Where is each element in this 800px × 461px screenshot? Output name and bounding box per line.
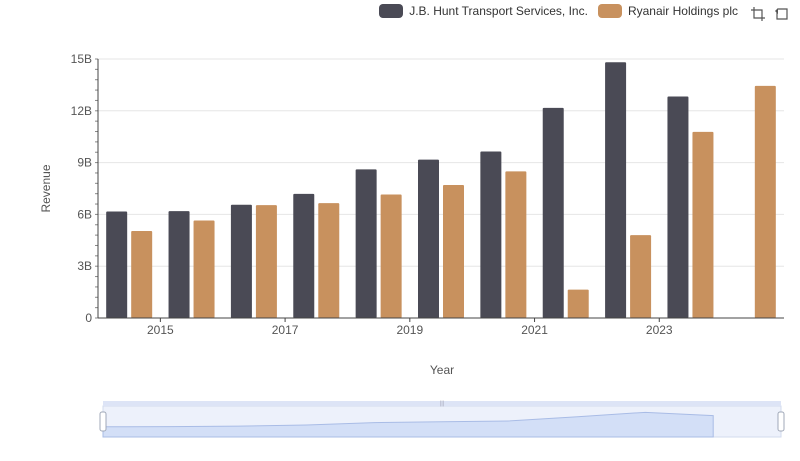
- legend-item-jb-hunt[interactable]: J.B. Hunt Transport Services, Inc.: [379, 4, 588, 18]
- zoom-top-bar: [103, 401, 781, 406]
- y-tick-label-0: 0: [85, 311, 92, 325]
- x-tick-label-2015: 2015: [147, 323, 174, 337]
- legend-label-jb-hunt: J.B. Hunt Transport Services, Inc.: [409, 4, 588, 18]
- x-tick-label-2019: 2019: [396, 323, 423, 337]
- bar-jb-hunt-2022: [605, 62, 627, 318]
- bar-ryanair-2014: [131, 230, 153, 318]
- bar-jb-hunt-2015: [168, 211, 190, 318]
- bar-jb-hunt-2018: [355, 169, 377, 318]
- bar-ryanair-2024: [754, 85, 776, 318]
- bar-jb-hunt-2016: [230, 204, 252, 318]
- x-tick-label-2017: 2017: [272, 323, 299, 337]
- zoom-grip: |||: [440, 401, 445, 407]
- zoom-handle-left: [99, 411, 107, 432]
- legend-label-ryanair: Ryanair Holdings plc: [627, 4, 738, 18]
- bar-jb-hunt-2023: [667, 96, 689, 319]
- y-tick-label-4: 12B: [71, 104, 92, 118]
- y-tick-label-3: 9B: [77, 156, 92, 170]
- x-axis-title: Year: [430, 363, 454, 377]
- zoom-preview-area: [102, 411, 714, 438]
- toolbox: [750, 6, 790, 22]
- bar-ryanair-2018: [380, 194, 402, 318]
- bar-jb-hunt-2014: [106, 211, 128, 318]
- y-axis-title: Revenue: [39, 164, 53, 212]
- bar-ryanair-2016: [255, 205, 277, 318]
- data-zoom-slider[interactable]: |||: [99, 401, 785, 438]
- bar-ryanair-2015: [193, 220, 215, 318]
- axes: [95, 58, 784, 322]
- restore-icon[interactable]: [774, 6, 790, 22]
- x-tick-label-2021: 2021: [521, 323, 548, 337]
- legend-item-ryanair[interactable]: Ryanair Holdings plc: [597, 4, 738, 18]
- bar-ryanair-2023: [692, 131, 714, 318]
- zoom-icon[interactable]: [750, 6, 766, 22]
- bar-jb-hunt-2021: [542, 107, 564, 318]
- legend-swatch-jb-hunt: [379, 4, 404, 18]
- bar-jb-hunt-2019: [418, 159, 439, 318]
- bar-ryanair-2017: [318, 203, 340, 318]
- y-tick-label-1: 3B: [77, 259, 92, 273]
- bar-ryanair-2019: [443, 185, 464, 318]
- legend-swatch-ryanair: [597, 4, 622, 18]
- bars: [106, 62, 776, 319]
- x-tick-label-2023: 2023: [646, 323, 673, 337]
- zoom-handle-right: [777, 411, 785, 432]
- legend: J.B. Hunt Transport Services, Inc. Ryana…: [379, 4, 738, 18]
- axis-labels: 0 3B 6B 9B 12B 15B 2015 2017 2019 2021 2023 Year Rev…: [39, 52, 673, 377]
- y-tick-label-2: 6B: [77, 207, 92, 221]
- bar-ryanair-2022: [630, 235, 652, 318]
- bar-jb-hunt-2020: [480, 151, 502, 318]
- bar-ryanair-2021: [567, 289, 589, 318]
- y-tick-label-5: 15B: [71, 52, 92, 66]
- bar-ryanair-2020: [505, 171, 527, 318]
- bar-jb-hunt-2017: [293, 193, 315, 318]
